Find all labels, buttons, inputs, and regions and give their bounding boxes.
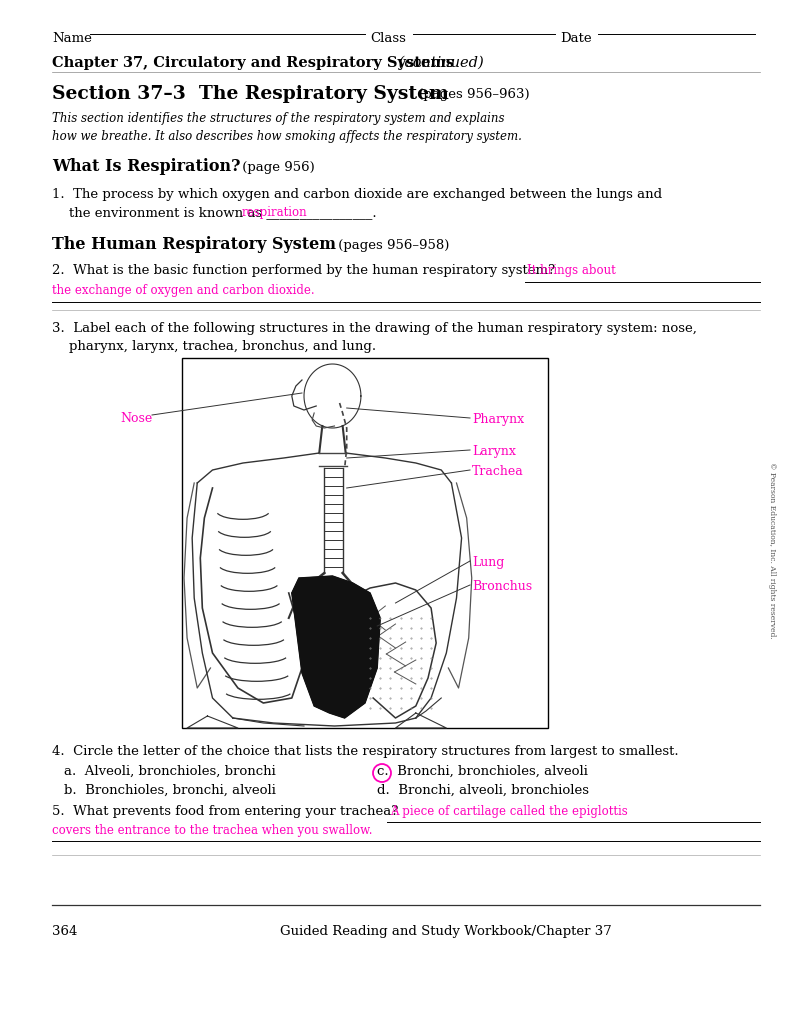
Text: 2.  What is the basic function performed by the human respiratory system?: 2. What is the basic function performed … <box>52 264 555 278</box>
Text: a.  Alveoli, bronchioles, bronchi: a. Alveoli, bronchioles, bronchi <box>64 765 276 778</box>
Text: Date: Date <box>560 32 592 45</box>
Text: 3.  Label each of the following structures in the drawing of the human respirato: 3. Label each of the following structure… <box>52 322 697 335</box>
Text: What Is Respiration?: What Is Respiration? <box>52 158 240 175</box>
Text: Lung: Lung <box>472 556 505 569</box>
Text: This section identifies the structures of the respiratory system and explains: This section identifies the structures o… <box>52 112 505 125</box>
Text: the exchange of oxygen and carbon dioxide.: the exchange of oxygen and carbon dioxid… <box>52 284 315 297</box>
Text: The Human Respiratory System: The Human Respiratory System <box>52 236 336 253</box>
Text: d.  Bronchi, alveoli, bronchioles: d. Bronchi, alveoli, bronchioles <box>377 784 589 797</box>
Text: (pages 956–958): (pages 956–958) <box>334 239 449 252</box>
Text: Larynx: Larynx <box>472 445 516 458</box>
Text: b.  Bronchioles, bronchi, alveoli: b. Bronchioles, bronchi, alveoli <box>64 784 276 797</box>
Text: Guided Reading and Study Workbook/Chapter 37: Guided Reading and Study Workbook/Chapte… <box>280 925 611 938</box>
Text: Class: Class <box>370 32 406 45</box>
Text: how we breathe. It also describes how smoking affects the respiratory system.: how we breathe. It also describes how sm… <box>52 130 522 143</box>
Text: (page 956): (page 956) <box>238 161 315 174</box>
Polygon shape <box>292 575 380 718</box>
Text: Chapter 37, Circulatory and Respiratory Systems: Chapter 37, Circulatory and Respiratory … <box>52 56 454 70</box>
Text: pharynx, larynx, trachea, bronchus, and lung.: pharynx, larynx, trachea, bronchus, and … <box>52 340 377 353</box>
Text: c.  Bronchi, bronchioles, alveoli: c. Bronchi, bronchioles, alveoli <box>377 765 588 778</box>
Text: Section 37–3  The Respiratory System: Section 37–3 The Respiratory System <box>52 85 448 103</box>
Bar <box>182 358 548 728</box>
Text: Bronchus: Bronchus <box>472 580 532 593</box>
Text: Name: Name <box>52 32 92 45</box>
Text: Trachea: Trachea <box>472 465 524 478</box>
Text: © Pearson Education, Inc. All rights reserved.: © Pearson Education, Inc. All rights res… <box>768 462 776 638</box>
Text: covers the entrance to the trachea when you swallow.: covers the entrance to the trachea when … <box>52 824 373 837</box>
Text: 364: 364 <box>52 925 78 938</box>
Text: It brings about: It brings about <box>527 264 615 278</box>
Text: Nose: Nose <box>120 412 152 425</box>
Text: (continued): (continued) <box>394 56 484 70</box>
Text: 5.  What prevents food from entering your trachea?: 5. What prevents food from entering your… <box>52 805 399 818</box>
Text: respiration: respiration <box>242 206 308 219</box>
Text: Pharynx: Pharynx <box>472 413 524 426</box>
Text: (pages 956–963): (pages 956–963) <box>414 88 530 101</box>
Text: 4.  Circle the letter of the choice that lists the respiratory structures from l: 4. Circle the letter of the choice that … <box>52 745 679 758</box>
Text: A piece of cartilage called the epiglottis: A piece of cartilage called the epiglott… <box>390 805 628 818</box>
Text: 1.  The process by which oxygen and carbon dioxide are exchanged between the lun: 1. The process by which oxygen and carbo… <box>52 188 662 201</box>
Text: the environment is known as ________________.: the environment is known as ____________… <box>52 206 377 219</box>
